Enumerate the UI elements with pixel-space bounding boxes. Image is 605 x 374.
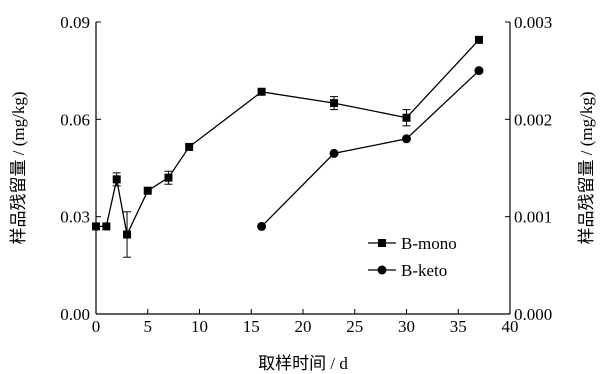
x-axis-title: 取样时间 / d [258, 354, 348, 373]
data-point-b-keto [329, 148, 339, 158]
x-tick-label: 30 [398, 317, 415, 336]
legend: B-mono B-keto [368, 234, 457, 280]
data-point-b-mono [185, 142, 194, 151]
series-layer [92, 35, 484, 258]
x-tick-label: 35 [450, 317, 467, 336]
right-axis-title: 样品残留量 / (mg/kg) [577, 92, 596, 245]
x-tick-label: 25 [346, 317, 363, 336]
data-point-b-mono [402, 113, 411, 122]
x-tick-label: 20 [295, 317, 312, 336]
left-tick-label: 0.00 [60, 305, 90, 324]
left-axis-title: 样品残留量 / (mg/kg) [9, 92, 28, 245]
data-point-b-mono [474, 35, 483, 44]
data-point-b-mono [92, 222, 100, 231]
data-point-b-keto [257, 221, 267, 231]
x-tick-label: 15 [243, 317, 260, 336]
data-point-b-mono [330, 99, 339, 108]
data-point-b-mono [164, 173, 173, 182]
right-tick-label: 0.003 [514, 13, 552, 32]
right-tick-label: 0.002 [514, 110, 552, 129]
series-line-b-keto [261, 70, 480, 227]
left-tick-label: 0.09 [60, 13, 90, 32]
x-tick-label: 40 [502, 317, 519, 336]
data-point-b-mono [257, 87, 266, 96]
data-point-b-mono [123, 230, 132, 239]
data-point-b-keto [474, 66, 484, 76]
right-tick-label: 0.000 [514, 305, 552, 324]
data-point-b-keto [402, 134, 411, 144]
x-tick-label: 0 [92, 317, 101, 336]
right-tick-label: 0.001 [514, 208, 552, 227]
legend-label-b-mono: B-mono [401, 234, 457, 253]
data-point-b-mono [143, 186, 152, 195]
left-tick-label: 0.03 [60, 208, 90, 227]
x-axis-ticks: 0 5 10 15 20 25 30 35 40 [92, 309, 519, 336]
data-point-b-mono [112, 175, 121, 184]
right-axis-ticks: 0.000 0.001 0.002 0.003 [505, 13, 552, 324]
legend-label-b-keto: B-keto [401, 261, 447, 280]
data-point-b-mono [102, 222, 111, 231]
legend-marker-b-keto [377, 265, 387, 275]
x-tick-label: 5 [144, 317, 153, 336]
series-line-b-mono [96, 39, 480, 237]
plot-frame [95, 22, 511, 315]
x-tick-label: 10 [191, 317, 208, 336]
left-tick-label: 0.06 [60, 110, 90, 129]
left-axis-ticks: 0.00 0.03 0.06 0.09 [60, 13, 101, 324]
legend-marker-b-mono [378, 239, 386, 247]
